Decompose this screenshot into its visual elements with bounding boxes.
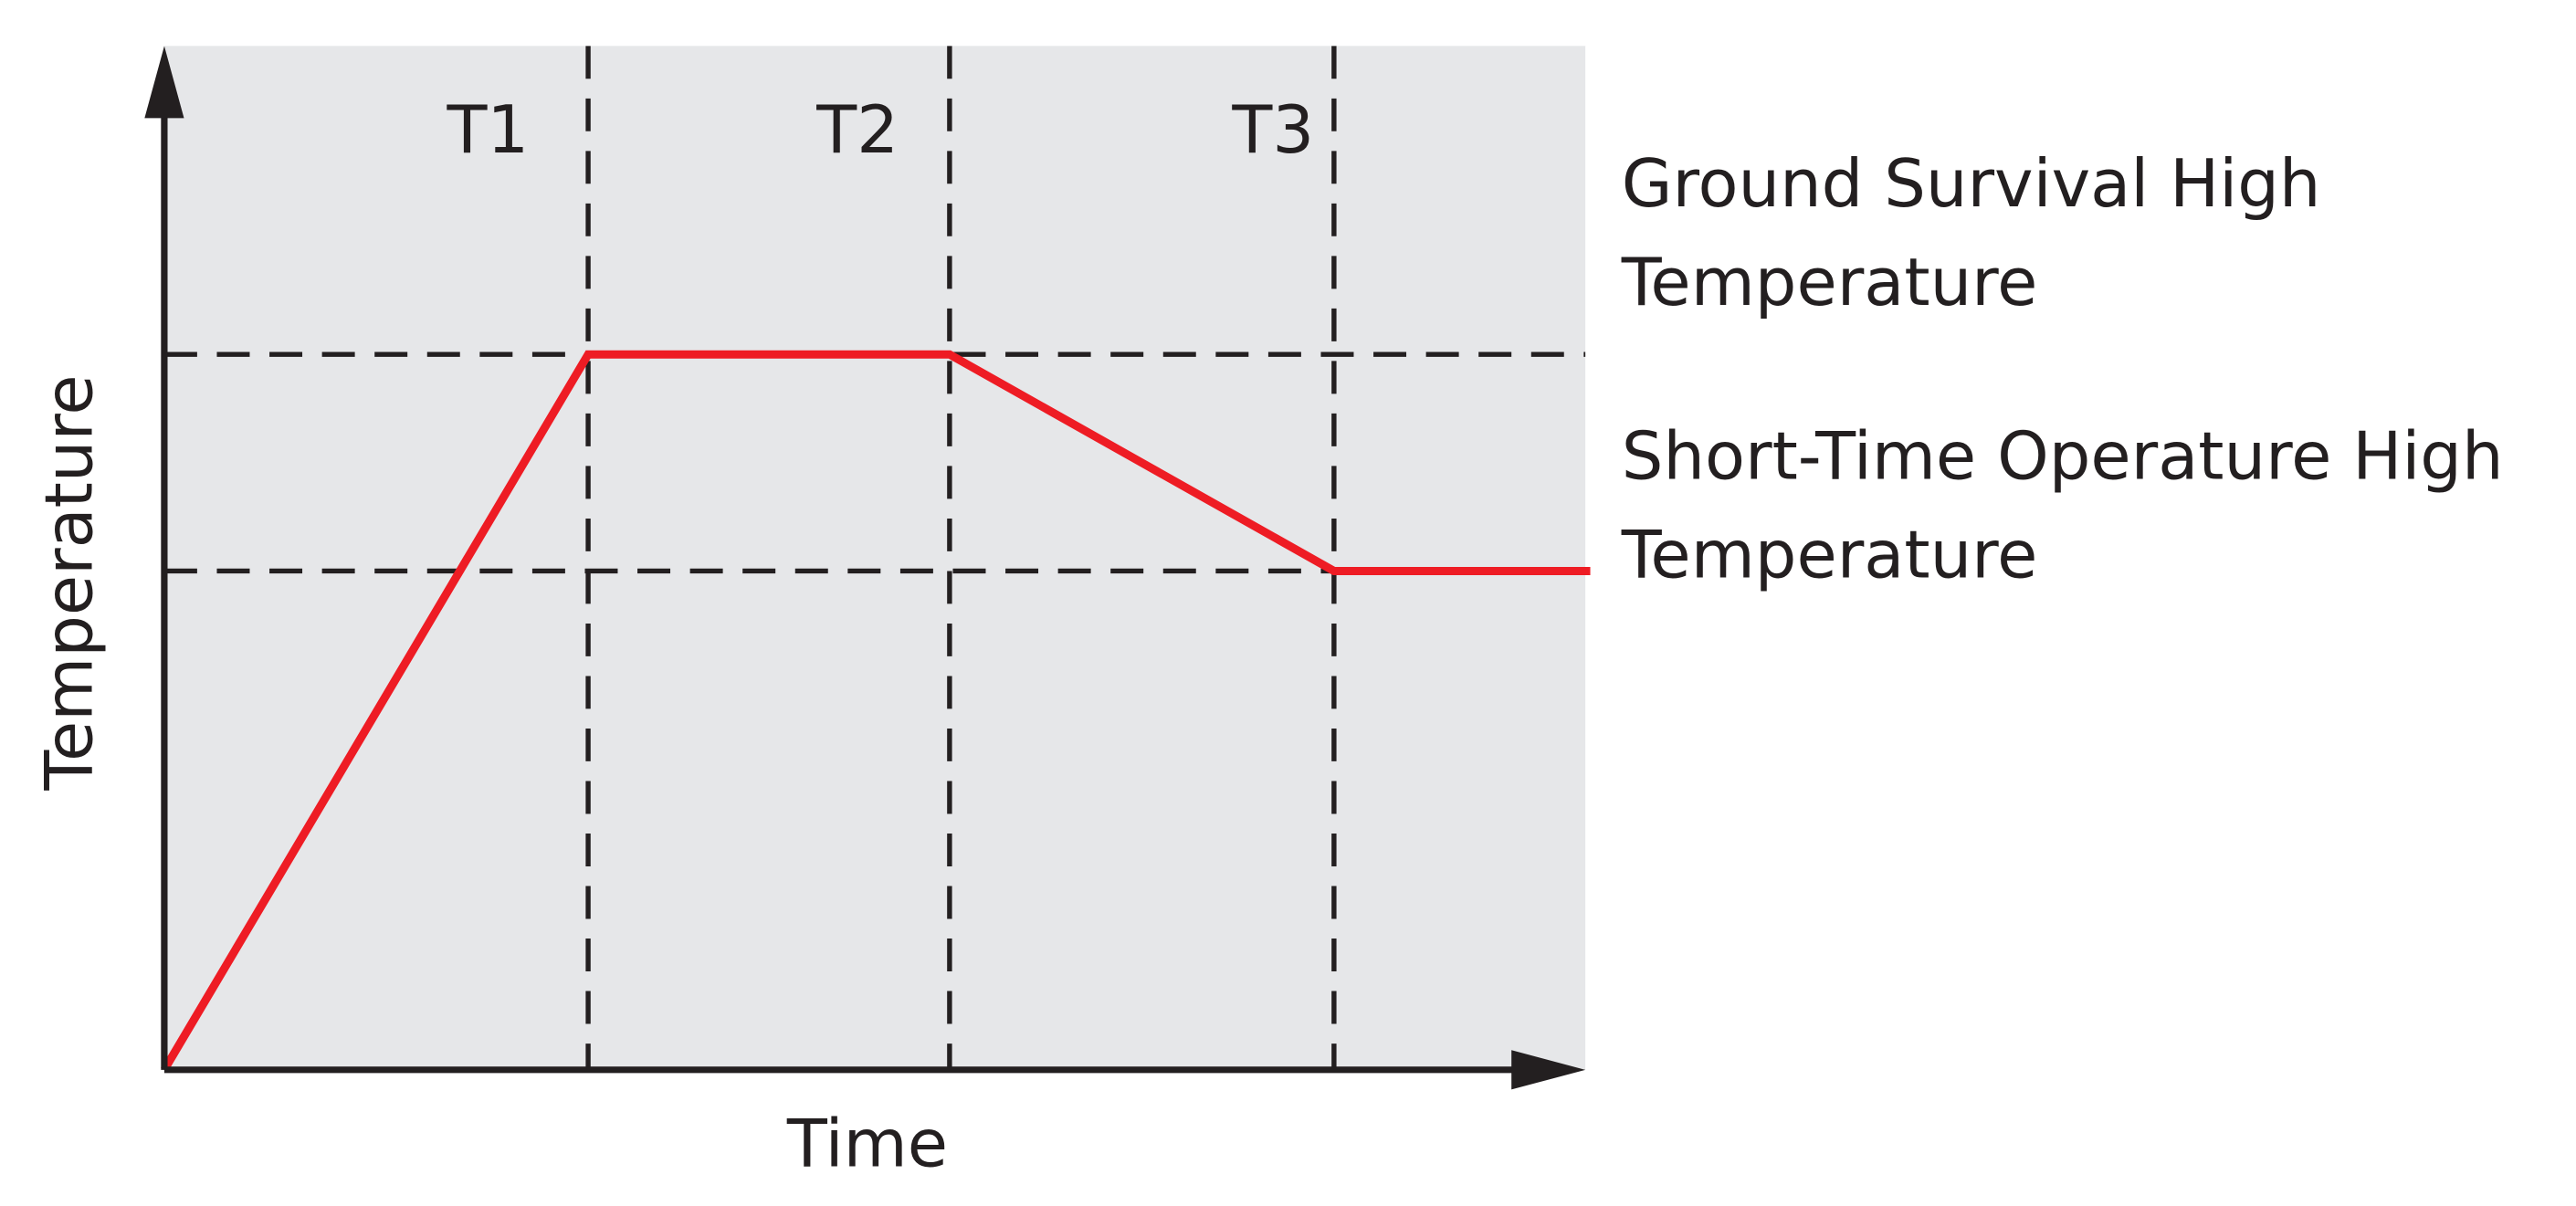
plot-background bbox=[163, 46, 1586, 1070]
x-axis-label: Time bbox=[786, 1106, 948, 1182]
level-label: Temperature bbox=[1621, 244, 2038, 320]
x-axis-arrow bbox=[1511, 1050, 1586, 1090]
level-label: Short-Time Operature High bbox=[1622, 418, 2504, 495]
level-label: Temperature bbox=[1621, 516, 2038, 593]
y-axis-arrow bbox=[144, 46, 184, 119]
time-mark-label: T1 bbox=[446, 91, 529, 168]
time-mark-label: T3 bbox=[1231, 91, 1314, 168]
time-mark-label: T2 bbox=[815, 91, 899, 168]
y-axis-label: Temperature bbox=[30, 374, 107, 791]
temperature-profile bbox=[161, 350, 1591, 1073]
level-label: Ground Survival High bbox=[1622, 145, 2321, 222]
